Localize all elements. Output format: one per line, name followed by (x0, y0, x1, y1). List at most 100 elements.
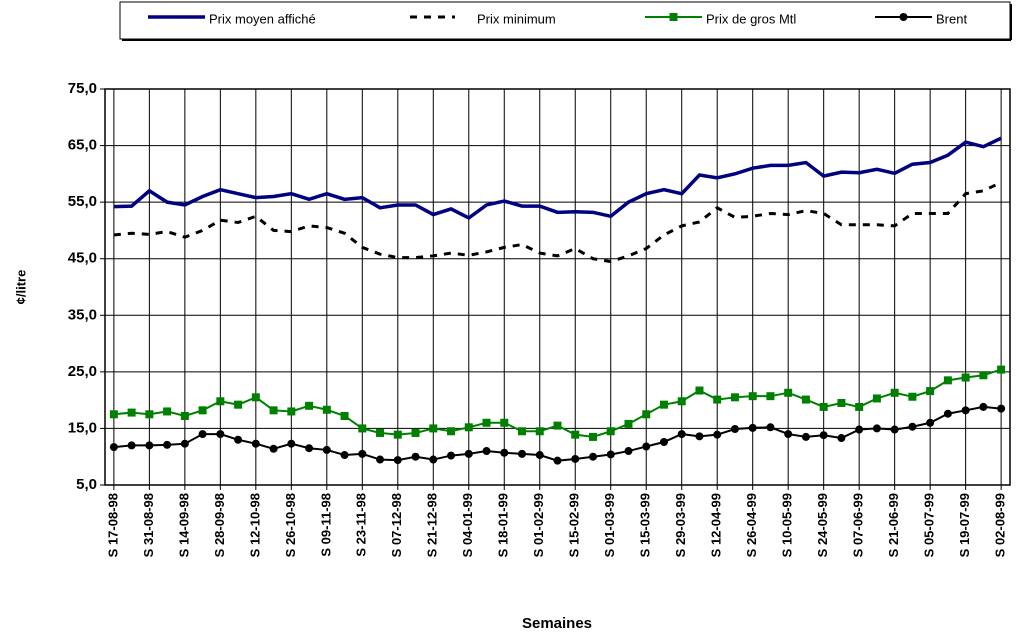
x-tick-label: S 01-02-99 (531, 493, 546, 557)
legend-label: Brent (936, 11, 967, 26)
marker (145, 410, 154, 419)
x-tick-label: S 07-06-99 (851, 493, 866, 557)
marker (943, 409, 952, 418)
marker (216, 397, 225, 406)
x-tick-label: S 10-05-99 (780, 493, 795, 557)
marker (287, 439, 296, 448)
marker (837, 434, 846, 443)
marker (571, 454, 580, 463)
marker (447, 451, 456, 460)
marker (518, 427, 527, 436)
marker (837, 398, 846, 407)
marker (411, 428, 420, 437)
marker (624, 447, 633, 456)
marker (677, 430, 686, 439)
marker (340, 451, 349, 460)
marker (109, 443, 118, 452)
marker (979, 402, 988, 411)
x-tick-label: S 12-04-99 (709, 493, 724, 557)
x-tick-label: S 24-05-99 (815, 493, 830, 557)
marker (482, 418, 491, 427)
marker (979, 371, 988, 380)
y-axis-title: ¢/litre (13, 270, 28, 305)
marker (393, 456, 402, 465)
marker (801, 395, 810, 404)
marker (269, 444, 278, 453)
marker (872, 394, 881, 403)
marker (926, 387, 935, 396)
x-tick-label: S 01-03-99 (602, 493, 617, 557)
x-tick-label: S 19-07-99 (957, 493, 972, 557)
marker (287, 407, 296, 416)
marker (447, 427, 456, 436)
marker (730, 424, 739, 433)
marker (376, 455, 385, 464)
legend-marker (669, 13, 678, 21)
marker (642, 442, 651, 451)
marker (251, 393, 260, 402)
marker (908, 422, 917, 431)
marker (766, 392, 775, 401)
marker (819, 402, 828, 411)
legend-box (119, 1, 1011, 40)
marker (127, 441, 136, 450)
marker (766, 423, 775, 432)
marker (553, 456, 562, 465)
marker (819, 431, 828, 440)
x-tick-label: S 14-09-98 (176, 493, 191, 557)
marker (677, 397, 686, 406)
marker (518, 449, 527, 458)
marker (322, 445, 331, 454)
x-tick-label: S 28-09-98 (212, 493, 227, 557)
x-tick-label: S 18-01-99 (496, 493, 511, 557)
marker (872, 424, 881, 433)
marker (305, 401, 314, 410)
marker (784, 430, 793, 439)
x-axis-title: Semaines (522, 615, 592, 632)
x-tick-label: S 31-08-98 (141, 493, 156, 557)
marker (730, 393, 739, 402)
marker (713, 395, 722, 404)
marker (535, 427, 544, 436)
marker (340, 411, 349, 420)
series-line (113, 180, 1002, 264)
marker (376, 428, 385, 437)
marker (464, 423, 473, 432)
marker (429, 455, 438, 464)
marker (890, 425, 899, 434)
legend-label: Prix moyen affiché (209, 11, 316, 26)
marker (659, 400, 668, 409)
marker (429, 424, 438, 433)
x-tick-label: S 02-08-99 (993, 493, 1008, 557)
marker (890, 388, 899, 397)
marker (358, 424, 367, 433)
x-tick-label: S 07-12-98 (389, 493, 404, 557)
x-tick-label: S 21-12-98 (425, 493, 440, 557)
marker (624, 419, 633, 428)
marker (748, 392, 757, 401)
marker (961, 373, 970, 382)
y-tick-label: 65,0 (68, 137, 97, 154)
marker (713, 430, 722, 439)
marker (855, 402, 864, 411)
marker (163, 440, 172, 449)
marker (180, 439, 189, 448)
y-tick-label: 15,0 (68, 419, 97, 436)
y-tick-label: 75,0 (68, 80, 97, 97)
legend-label: Prix minimum (477, 11, 556, 26)
x-tick-label: S 26-10-98 (283, 493, 298, 557)
x-tick-label: S 26-04-99 (744, 493, 759, 557)
marker (145, 441, 154, 450)
marker (180, 411, 189, 420)
x-tick-label: S 05-07-99 (922, 493, 937, 557)
x-tick-label: S 23-11-98 (354, 493, 369, 557)
marker (588, 452, 597, 461)
marker (943, 376, 952, 385)
marker (801, 432, 810, 441)
marker (269, 406, 278, 415)
marker (216, 430, 225, 439)
x-tick-label: S 15-03-99 (638, 493, 653, 557)
x-tick-label: S 29-03-99 (673, 493, 688, 557)
marker (305, 444, 314, 453)
